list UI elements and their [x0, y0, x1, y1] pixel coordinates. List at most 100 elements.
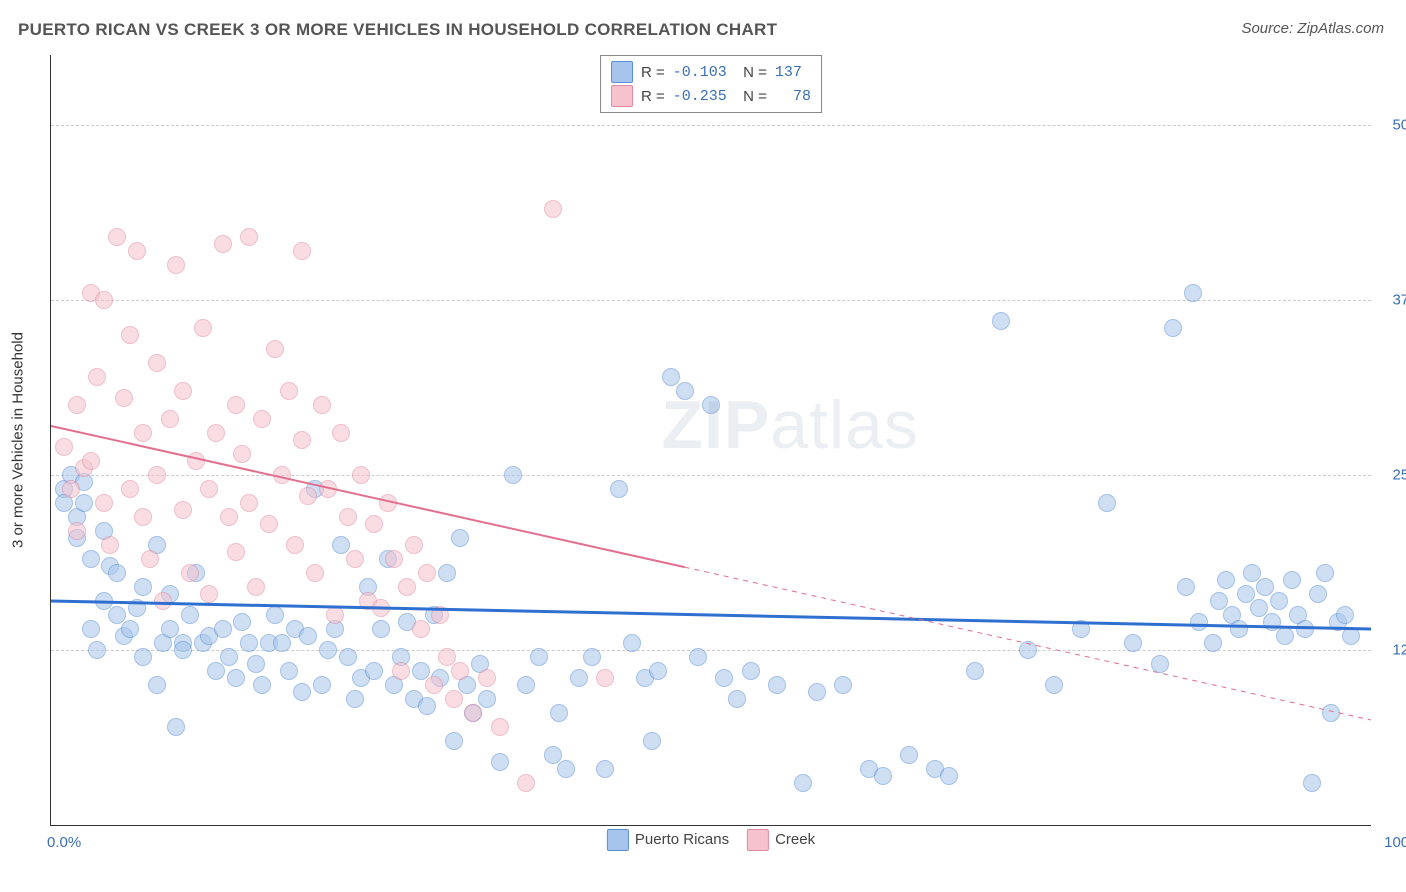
gridline	[51, 125, 1371, 126]
data-point	[240, 494, 258, 512]
data-point	[398, 578, 416, 596]
swatch-pink-icon	[611, 85, 633, 107]
data-point	[128, 599, 146, 617]
series-legend: Puerto Ricans Creek	[607, 829, 815, 851]
data-point	[121, 480, 139, 498]
data-point	[68, 522, 86, 540]
data-point	[148, 354, 166, 372]
data-point	[273, 466, 291, 484]
data-point	[431, 606, 449, 624]
data-point	[332, 424, 350, 442]
data-point	[517, 676, 535, 694]
data-point	[313, 396, 331, 414]
data-point	[1230, 620, 1248, 638]
data-point	[1270, 592, 1288, 610]
data-point	[1342, 627, 1360, 645]
data-point	[134, 508, 152, 526]
data-point	[240, 634, 258, 652]
data-point	[1045, 676, 1063, 694]
data-point	[134, 578, 152, 596]
data-point	[1322, 704, 1340, 722]
data-point	[451, 662, 469, 680]
data-point	[464, 704, 482, 722]
data-point	[610, 480, 628, 498]
data-point	[141, 550, 159, 568]
data-point	[82, 550, 100, 568]
data-point	[1072, 620, 1090, 638]
data-point	[286, 536, 304, 554]
data-point	[339, 508, 357, 526]
x-tick-label: 100.0%	[1384, 834, 1406, 851]
data-point	[365, 662, 383, 680]
data-point	[88, 368, 106, 386]
swatch-blue-icon	[607, 829, 629, 851]
data-point	[966, 662, 984, 680]
x-tick-label: 0.0%	[47, 834, 81, 851]
r-value-blue: -0.103	[673, 64, 727, 81]
data-point	[1316, 564, 1334, 582]
data-point	[379, 494, 397, 512]
data-point	[75, 494, 93, 512]
data-point	[346, 690, 364, 708]
chart-title: PUERTO RICAN VS CREEK 3 OR MORE VEHICLES…	[18, 20, 777, 40]
data-point	[174, 382, 192, 400]
data-point	[319, 480, 337, 498]
watermark: ZIPatlas	[661, 386, 918, 464]
data-point	[365, 515, 383, 533]
data-point	[352, 466, 370, 484]
data-point	[530, 648, 548, 666]
data-point	[82, 452, 100, 470]
r-label: R =	[641, 64, 665, 81]
data-point	[161, 410, 179, 428]
data-point	[207, 662, 225, 680]
data-point	[478, 690, 496, 708]
data-point	[1164, 319, 1182, 337]
data-point	[1204, 634, 1222, 652]
data-point	[220, 508, 238, 526]
source-attribution: Source: ZipAtlas.com	[1241, 20, 1384, 37]
data-point	[148, 676, 166, 694]
data-point	[346, 550, 364, 568]
data-point	[570, 669, 588, 687]
data-point	[148, 466, 166, 484]
data-point	[82, 620, 100, 638]
data-point	[1296, 620, 1314, 638]
stats-row-blue: R = -0.103 N = 137	[611, 60, 811, 84]
data-point	[233, 445, 251, 463]
data-point	[1283, 571, 1301, 589]
data-point	[280, 662, 298, 680]
data-point	[1190, 613, 1208, 631]
data-point	[293, 431, 311, 449]
data-point	[167, 718, 185, 736]
data-point	[1309, 585, 1327, 603]
data-point	[174, 501, 192, 519]
data-point	[1276, 627, 1294, 645]
data-point	[392, 662, 410, 680]
data-point	[583, 648, 601, 666]
data-point	[313, 676, 331, 694]
y-tick-label: 12.5%	[1392, 642, 1406, 659]
data-point	[134, 424, 152, 442]
data-point	[174, 641, 192, 659]
data-point	[62, 480, 80, 498]
n-value-pink: 78	[775, 88, 811, 105]
data-point	[372, 599, 390, 617]
data-point	[167, 256, 185, 274]
data-point	[1177, 578, 1195, 596]
data-point	[134, 648, 152, 666]
y-axis-label: 3 or more Vehicles in Household	[10, 332, 27, 548]
data-point	[1151, 655, 1169, 673]
data-point	[260, 515, 278, 533]
data-point	[992, 312, 1010, 330]
r-label: R =	[641, 88, 665, 105]
data-point	[794, 774, 812, 792]
data-point	[299, 487, 317, 505]
data-point	[293, 683, 311, 701]
n-value-blue: 137	[775, 64, 802, 81]
data-point	[200, 480, 218, 498]
data-point	[273, 634, 291, 652]
data-point	[445, 690, 463, 708]
data-point	[623, 634, 641, 652]
data-point	[385, 550, 403, 568]
data-point	[319, 641, 337, 659]
